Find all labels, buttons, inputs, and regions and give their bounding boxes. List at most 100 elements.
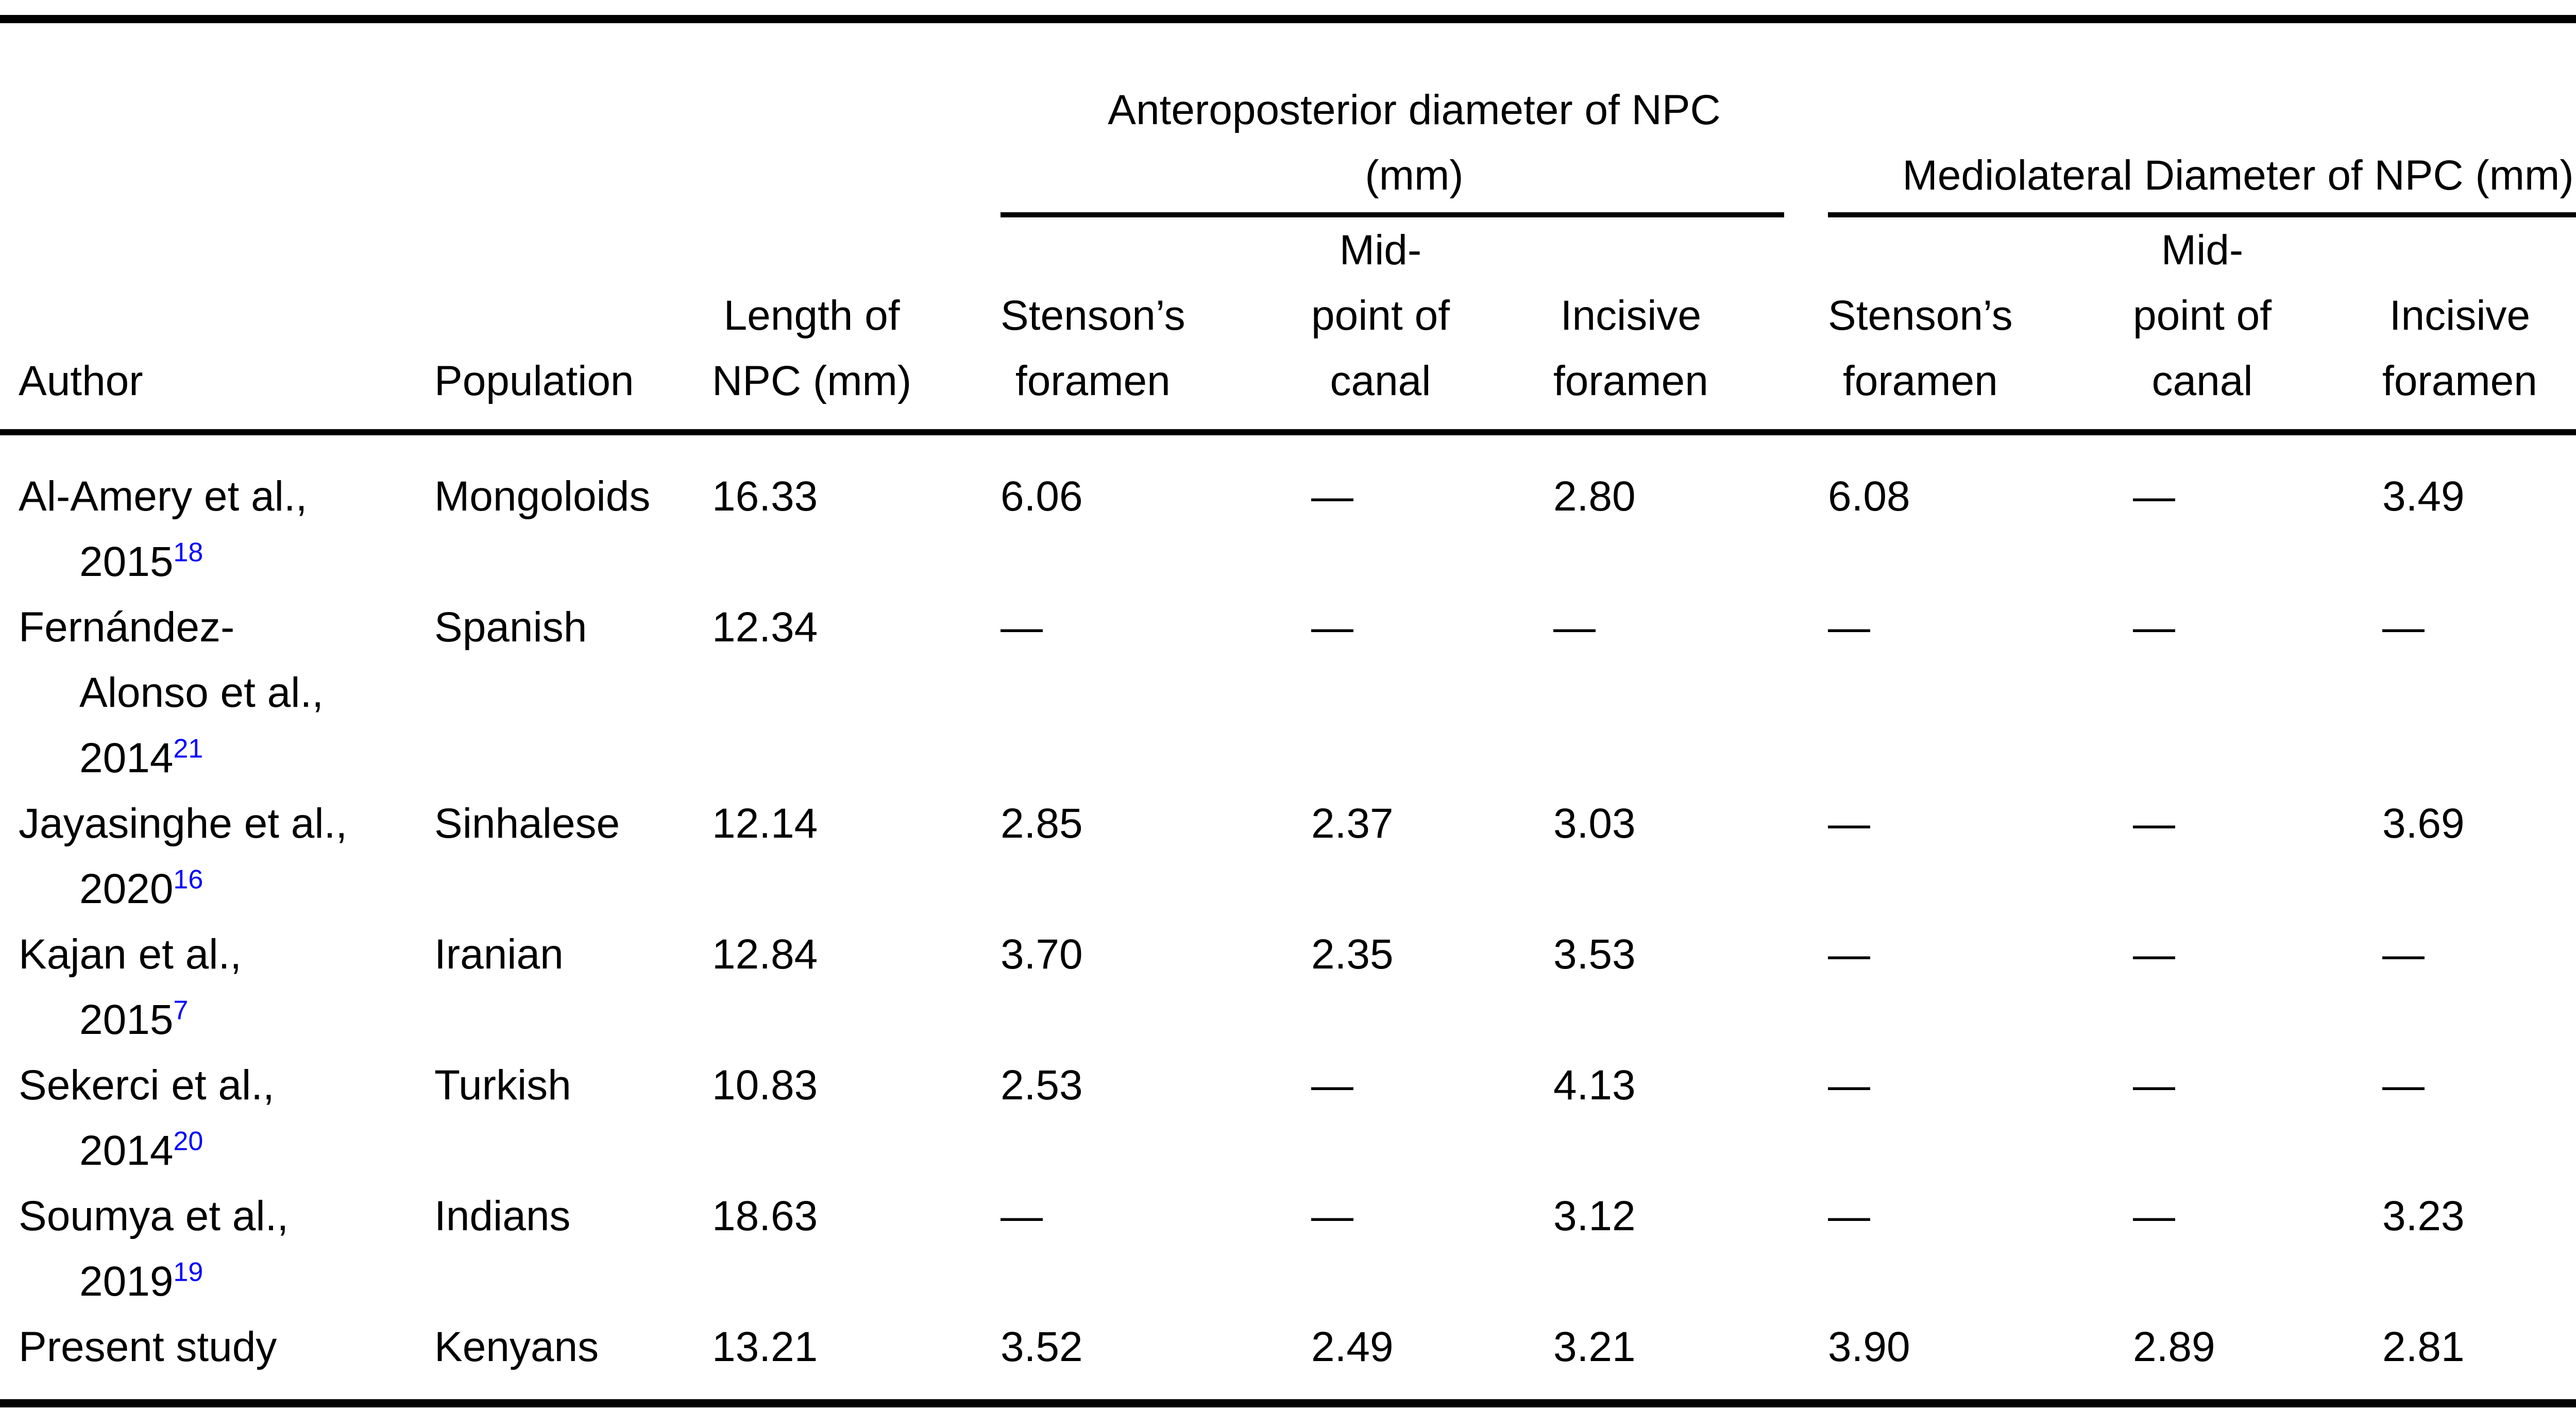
col-header-label: Author <box>19 358 143 404</box>
value-cell: 12.14 <box>712 800 818 847</box>
table-row: Sekerci et al., 201420 Turkish 10.83 2.53… <box>0 1052 2576 1183</box>
col-header-label: Length of NPC (mm) <box>712 292 912 404</box>
group-label-mediolateral: Mediolateral Diameter of NPC (mm) <box>1828 143 2576 208</box>
value-cell: 2.89 <box>2133 1323 2215 1370</box>
value-cell: — <box>1311 1062 1353 1109</box>
value-cell: — <box>1001 604 1043 651</box>
author-line: Fernández- <box>19 594 434 660</box>
value-cell: 18.63 <box>712 1193 818 1239</box>
author-line: 201421 <box>19 725 434 791</box>
value-cell: — <box>1311 1193 1353 1239</box>
author-line: Soumya et al., <box>19 1183 434 1249</box>
author-line: 201420 <box>19 1118 434 1183</box>
author-text: 2019 <box>79 1258 174 1305</box>
author-line: Present study <box>19 1314 434 1380</box>
citation-ref-link[interactable]: 16 <box>173 864 204 895</box>
author-line: Alonso et al., <box>19 660 434 725</box>
value-cell: 3.49 <box>2382 473 2465 520</box>
value-cell: 3.12 <box>1553 1193 1636 1239</box>
value-cell: 2.35 <box>1311 931 1394 978</box>
group-label-line: (mm) <box>1365 152 1464 199</box>
author-text: Kajan et al., <box>19 931 242 978</box>
author-line: 20157 <box>19 987 434 1052</box>
citation-ref-link[interactable]: 18 <box>173 537 204 568</box>
value-cell: 12.84 <box>712 931 818 978</box>
author-text: 2014 <box>79 1127 174 1174</box>
value-cell: 3.69 <box>2382 800 2465 847</box>
value-cell: 16.33 <box>712 473 818 520</box>
col-header-label: Mid- point of canal <box>1311 227 1450 404</box>
value-cell: 6.06 <box>1001 473 1083 520</box>
value-cell: 2.53 <box>1001 1062 1083 1109</box>
value-cell: 6.08 <box>1828 473 1910 520</box>
value-cell: — <box>2133 1193 2176 1239</box>
author-cell: Sekerci et al., 201420 <box>0 1052 434 1183</box>
col-header-ap-midpoint: Mid- point of canal <box>1311 217 1553 435</box>
author-line: Kajan et al., <box>19 922 434 987</box>
table-row: Jayasinghe et al., 202016 Sinhalese 12.14… <box>0 791 2576 922</box>
table-row: Soumya et al., 201919 Indians 18.63 — — 3… <box>0 1183 2576 1314</box>
author-line: Jayasinghe et al., <box>19 791 434 856</box>
value-cell: 3.03 <box>1553 800 1636 847</box>
population-cell: Indians <box>434 1193 571 1239</box>
author-cell: Fernández- Alonso et al., 201421 <box>0 594 434 791</box>
value-cell: 2.37 <box>1311 800 1394 847</box>
table-row: Fernández- Alonso et al., 201421 Spanish 1… <box>0 594 2576 791</box>
population-cell: Sinhalese <box>434 800 620 847</box>
value-cell: — <box>1001 1193 1043 1239</box>
author-text: Sekerci et al., <box>19 1062 275 1109</box>
col-header-label: Stenson’s foramen <box>1828 292 2013 404</box>
col-header-label: Population <box>434 358 634 404</box>
group-header-mediolateral: Mediolateral Diameter of NPC (mm) <box>1828 19 2576 217</box>
author-text: 2015 <box>79 996 174 1043</box>
value-cell: — <box>2382 931 2425 978</box>
value-cell: — <box>2133 800 2176 847</box>
author-text: Fernández- <box>19 604 235 651</box>
population-cell: Iranian <box>434 931 564 978</box>
value-cell: — <box>2133 1062 2176 1109</box>
col-header-author: Author <box>0 217 434 435</box>
population-cell: Kenyans <box>434 1323 599 1370</box>
citation-ref-link[interactable]: 21 <box>173 734 204 764</box>
value-cell: — <box>2133 931 2176 978</box>
author-line: Sekerci et al., <box>19 1052 434 1118</box>
value-cell: — <box>1828 1193 1871 1239</box>
value-cell: — <box>1311 604 1353 651</box>
value-cell: 3.53 <box>1553 931 1636 978</box>
value-cell: 3.21 <box>1553 1323 1636 1370</box>
value-cell: 4.13 <box>1553 1062 1636 1109</box>
value-cell: — <box>2133 604 2176 651</box>
citation-ref-link[interactable]: 7 <box>173 995 189 1026</box>
value-cell: — <box>2133 473 2176 520</box>
author-text: Alonso et al., <box>79 669 324 716</box>
value-cell: 3.23 <box>2382 1193 2465 1239</box>
table-header: Anteroposterior diameter of NPC (mm) Med… <box>0 19 2576 435</box>
column-header-row: Author Population Length of NPC (mm) Ste… <box>0 217 2576 435</box>
col-header-ap-stensons: Stenson’s foramen <box>1001 217 1311 435</box>
table-body: Al-Amery et al., 201518 Mongoloids 16.33 … <box>0 432 2576 1403</box>
col-header-ap-incisive: Incisive foramen <box>1553 217 1828 435</box>
citation-ref-link[interactable]: 19 <box>173 1257 204 1287</box>
value-cell: 10.83 <box>712 1062 818 1109</box>
table-row: Present study Kenyans 13.21 3.52 2.49 3.… <box>0 1314 2576 1403</box>
table-row: Al-Amery et al., 201518 Mongoloids 16.33 … <box>0 432 2576 594</box>
population-cell: Turkish <box>434 1062 571 1109</box>
value-cell: 3.90 <box>1828 1323 1910 1370</box>
author-text: 2014 <box>79 735 174 782</box>
author-line: Al-Amery et al., <box>19 464 434 529</box>
value-cell: — <box>2382 1062 2425 1109</box>
author-text: Jayasinghe et al., <box>19 800 348 847</box>
col-header-length: Length of NPC (mm) <box>712 217 1001 435</box>
col-header-ml-stensons: Stenson’s foramen <box>1828 217 2133 435</box>
value-cell: 2.80 <box>1553 473 1636 520</box>
value-cell: — <box>1553 604 1596 651</box>
group-header-anteroposterior: Anteroposterior diameter of NPC (mm) <box>1001 19 1828 217</box>
group-label-anteroposterior: Anteroposterior diameter of NPC (mm) <box>1001 77 1828 208</box>
value-cell: 12.34 <box>712 604 818 651</box>
author-text: Present study <box>19 1323 277 1370</box>
population-cell: Mongoloids <box>434 473 651 520</box>
value-cell: 3.52 <box>1001 1323 1083 1370</box>
citation-ref-link[interactable]: 20 <box>173 1126 204 1157</box>
col-header-ml-midpoint: Mid- point of canal <box>2133 217 2383 435</box>
